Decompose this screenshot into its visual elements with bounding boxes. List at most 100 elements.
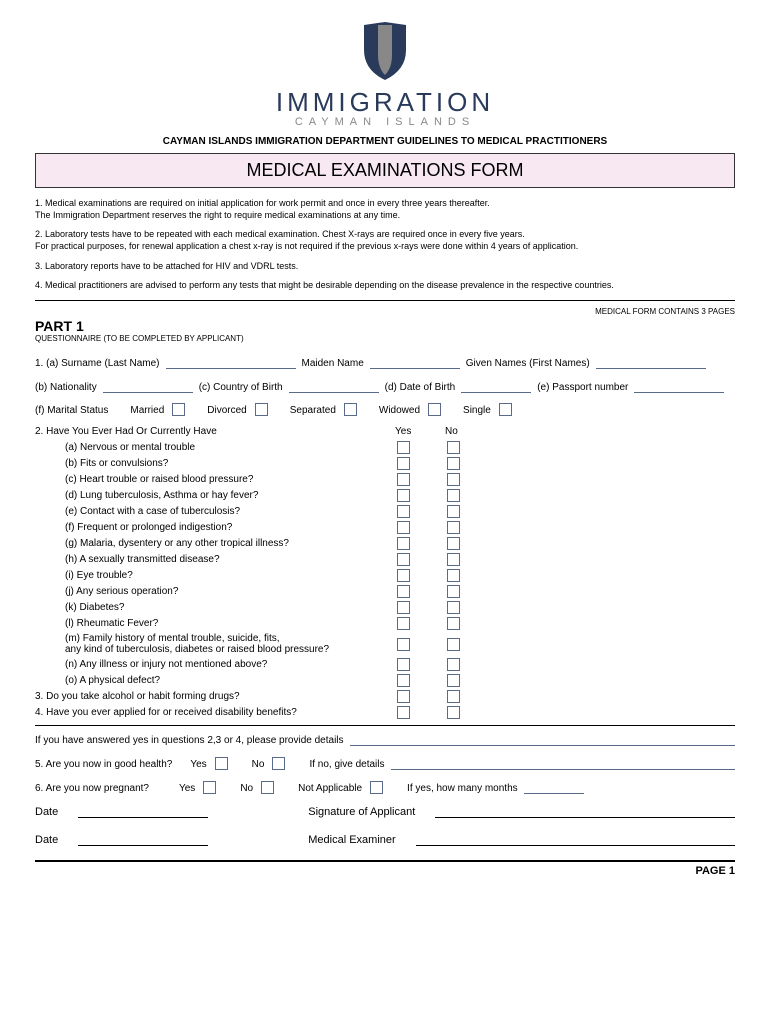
q2-item-text: (g) Malaria, dysentery or any other trop… [35, 538, 395, 549]
q4-text: 4. Have you ever applied for or received… [35, 707, 395, 718]
q5-yes-checkbox[interactable] [215, 757, 228, 770]
q2-item-text: (i) Eye trouble? [35, 570, 395, 581]
q2-item-text: (k) Diabetes? [35, 602, 395, 613]
q2-yes-checkbox[interactable] [397, 489, 410, 502]
q2-item-row: (j) Any serious operation? [35, 585, 735, 598]
q2-item-row: (b) Fits or convulsions? [35, 457, 735, 470]
q6-yes-checkbox[interactable] [203, 781, 216, 794]
department-line: CAYMAN ISLANDS IMMIGRATION DEPARTMENT GU… [35, 136, 735, 147]
surname-label: 1. (a) Surname (Last Name) [35, 358, 160, 369]
divider-2 [35, 725, 735, 726]
logo-block: IMMIGRATION CAYMAN ISLANDS [35, 20, 735, 128]
country-input[interactable] [289, 379, 379, 393]
married-checkbox[interactable] [172, 403, 185, 416]
q2-no-checkbox[interactable] [447, 441, 460, 454]
details-input[interactable] [350, 732, 735, 746]
q2-item-text: (n) Any illness or injury not mentioned … [35, 659, 395, 670]
q2-no-checkbox[interactable] [447, 553, 460, 566]
q2-no-checkbox[interactable] [447, 537, 460, 550]
nationality-input[interactable] [103, 379, 193, 393]
date-label-1: Date [35, 806, 58, 818]
instruction-2: 2. Laboratory tests have to be repeated … [35, 229, 735, 252]
q2-yes-checkbox[interactable] [397, 674, 410, 687]
date-label-2: Date [35, 834, 58, 846]
q2-no-checkbox[interactable] [447, 489, 460, 502]
q3-row: 3. Do you take alcohol or habit forming … [35, 690, 735, 703]
divider [35, 300, 735, 301]
q3-no-checkbox[interactable] [447, 690, 460, 703]
divorced-checkbox[interactable] [255, 403, 268, 416]
q2-yes-checkbox[interactable] [397, 585, 410, 598]
q2-yes-checkbox[interactable] [397, 537, 410, 550]
surname-input[interactable] [166, 355, 296, 369]
q4-yes-checkbox[interactable] [397, 706, 410, 719]
married-label: Married [130, 405, 164, 416]
q2-item-row: (k) Diabetes? [35, 601, 735, 614]
q6-text: 6. Are you now pregnant? [35, 783, 149, 794]
instruction-4: 4. Medical practitioners are advised to … [35, 280, 735, 292]
q2-no-checkbox[interactable] [447, 457, 460, 470]
q2-no-checkbox[interactable] [447, 505, 460, 518]
q2-no-checkbox[interactable] [447, 473, 460, 486]
q2-yes-checkbox[interactable] [397, 569, 410, 582]
q2-yes-checkbox[interactable] [397, 441, 410, 454]
widowed-checkbox[interactable] [428, 403, 441, 416]
q5-no-checkbox[interactable] [272, 757, 285, 770]
logo-main-text: IMMIGRATION [35, 87, 735, 118]
q2-yes-checkbox[interactable] [397, 521, 410, 534]
q2-no-checkbox[interactable] [447, 638, 460, 651]
date-input-1[interactable] [78, 804, 208, 818]
q3-text: 3. Do you take alcohol or habit forming … [35, 691, 395, 702]
q6-months-input[interactable] [524, 780, 584, 794]
q2-item-row: (d) Lung tuberculosis, Asthma or hay fev… [35, 489, 735, 502]
q2-item-text: (f) Frequent or prolonged indigestion? [35, 522, 395, 533]
q6-na-checkbox[interactable] [370, 781, 383, 794]
marital-label: (f) Marital Status [35, 405, 108, 416]
form-title: MEDICAL EXAMINATIONS FORM [35, 153, 735, 188]
q2-no-checkbox[interactable] [447, 674, 460, 687]
q2-item-row: (e) Contact with a case of tuberculosis? [35, 505, 735, 518]
q2-item-text: (d) Lung tuberculosis, Asthma or hay fev… [35, 490, 395, 501]
signature-applicant-row: Date Signature of Applicant [35, 804, 735, 818]
part1-title: PART 1 [35, 318, 735, 334]
q2-yes-checkbox[interactable] [397, 617, 410, 630]
q6-ifyes-label: If yes, how many months [407, 783, 518, 794]
q4-no-checkbox[interactable] [447, 706, 460, 719]
q2-header: 2. Have You Ever Had Or Currently Have Y… [35, 426, 735, 437]
signature-applicant-input[interactable] [435, 804, 735, 818]
q2-yes-checkbox[interactable] [397, 473, 410, 486]
passport-input[interactable] [634, 379, 724, 393]
dob-input[interactable] [461, 379, 531, 393]
q2-yes-checkbox[interactable] [397, 553, 410, 566]
medical-examiner-input[interactable] [416, 832, 735, 846]
q2-yes-checkbox[interactable] [397, 601, 410, 614]
q2-no-checkbox[interactable] [447, 585, 460, 598]
q2-no-checkbox[interactable] [447, 521, 460, 534]
q2-no-checkbox[interactable] [447, 601, 460, 614]
separated-checkbox[interactable] [344, 403, 357, 416]
q2-no-checkbox[interactable] [447, 569, 460, 582]
q2-no-checkbox[interactable] [447, 658, 460, 671]
maiden-input[interactable] [370, 355, 460, 369]
logo-sub-text: CAYMAN ISLANDS [35, 116, 735, 128]
q1-row-marital: (f) Marital Status Married Divorced Sepa… [35, 403, 735, 416]
q2-yes-checkbox[interactable] [397, 658, 410, 671]
q2-yes-checkbox[interactable] [397, 638, 410, 651]
single-checkbox[interactable] [499, 403, 512, 416]
instruction-3: 3. Laboratory reports have to be attache… [35, 261, 735, 273]
given-input[interactable] [596, 355, 706, 369]
passport-label: (e) Passport number [537, 382, 628, 393]
date-input-2[interactable] [78, 832, 208, 846]
q2-item-text: (m) Family history of mental trouble, su… [35, 633, 395, 655]
q2-yes-checkbox[interactable] [397, 505, 410, 518]
q2-yes-checkbox[interactable] [397, 457, 410, 470]
q2-item-text: (b) Fits or convulsions? [35, 458, 395, 469]
q1-row-names: 1. (a) Surname (Last Name) Maiden Name G… [35, 355, 735, 369]
q5-yes-label: Yes [190, 759, 206, 770]
q2-no-checkbox[interactable] [447, 617, 460, 630]
q6-no-label: No [240, 783, 253, 794]
q5-details-input[interactable] [391, 756, 736, 770]
q2-item-row: (h) A sexually transmitted disease? [35, 553, 735, 566]
q6-no-checkbox[interactable] [261, 781, 274, 794]
q3-yes-checkbox[interactable] [397, 690, 410, 703]
